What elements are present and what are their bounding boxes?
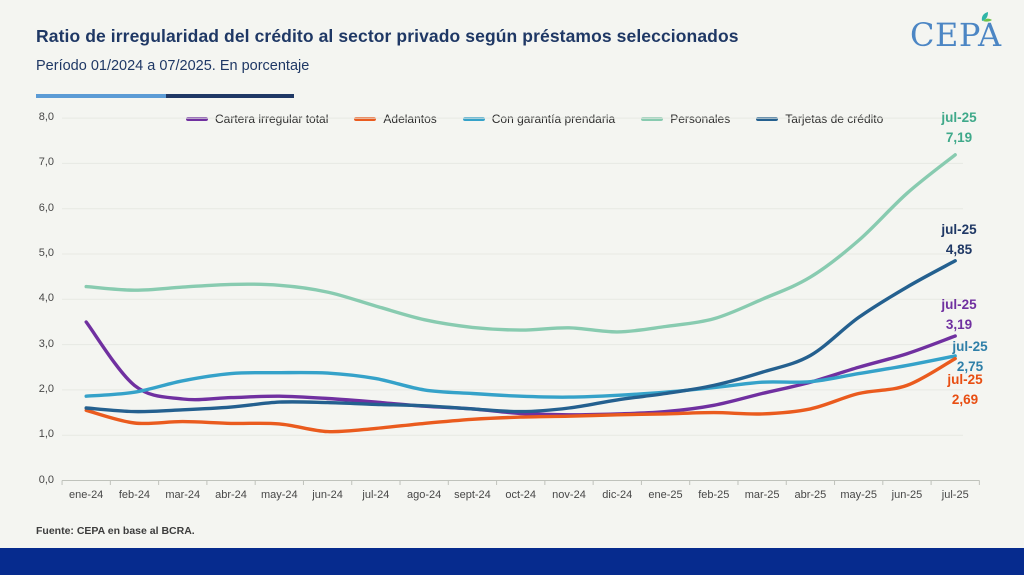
x-axis-label: dic-24 — [602, 489, 633, 501]
series-line-cartera-irregular-total — [84, 320, 957, 417]
x-axis-label: may-24 — [260, 489, 298, 501]
end-label-value: 7,19 — [945, 130, 973, 145]
x-axis-label: feb-25 — [698, 489, 730, 501]
x-axis-label: ene-25 — [648, 489, 683, 501]
accent-bar — [36, 94, 294, 98]
end-label: jul-25 3,19 — [927, 295, 991, 335]
legend-label: Adelantos — [383, 112, 437, 126]
cepa-logo-text: CEPA — [910, 16, 1002, 54]
series-line-adelantos — [84, 356, 957, 434]
y-axis-label: 6,0 — [38, 201, 54, 214]
accent-bar-left — [36, 94, 166, 98]
legend-label: Personales — [670, 112, 731, 126]
x-axis-label: nov-24 — [552, 489, 586, 501]
end-label: jul-25 7,19 — [927, 108, 991, 148]
x-axis-label: jul-25 — [941, 489, 969, 501]
legend-swatch-icon — [186, 117, 208, 121]
page-subtitle: Período 01/2024 a 07/2025. En porcentaje — [36, 58, 310, 74]
x-axis-label: jun-25 — [891, 489, 923, 501]
series-line-tarjetas-de-cr-dito — [84, 259, 957, 414]
legend-swatch-icon — [354, 117, 377, 121]
y-axis-label: 4,0 — [38, 292, 54, 305]
y-axis-label: 0,0 — [38, 473, 54, 486]
end-label: jul-25 2,75 — [938, 337, 1002, 377]
end-label-value: 2,69 — [951, 392, 979, 407]
y-axis-label: 5,0 — [38, 247, 54, 259]
x-axis-label: abr-24 — [215, 489, 247, 501]
legend-swatch-icon — [756, 117, 779, 121]
page-title: Ratio de irregularidad del crédito al se… — [36, 26, 739, 46]
x-axis-label: sept-24 — [454, 489, 491, 501]
y-axis-label: 7,0 — [38, 156, 54, 169]
y-axis-label: 2,0 — [38, 382, 54, 395]
x-axis-label: abr-25 — [794, 489, 827, 501]
bottom-bar — [0, 548, 1024, 575]
x-axis-label: ene-24 — [69, 489, 104, 501]
legend-item: Tarjetas de crédito — [756, 112, 883, 126]
cepa-leaf-icon — [981, 12, 992, 22]
legend-label: Tarjetas de crédito — [785, 112, 884, 126]
x-axis-label: oct-24 — [505, 489, 536, 501]
source-note: Fuente: CEPA en base al BCRA. — [36, 525, 195, 537]
end-label-date: jul-25 — [947, 372, 983, 387]
legend-item: Adelantos — [354, 112, 437, 126]
legend-swatch-icon — [462, 117, 485, 121]
series-line-personales — [84, 153, 957, 334]
y-axis-label: 8,0 — [38, 111, 54, 124]
series-line-con-garant-a-prendaria — [84, 354, 957, 399]
y-axis-label: 3,0 — [38, 337, 54, 350]
x-axis-label: mar-25 — [744, 489, 780, 501]
x-axis-label: jun-24 — [312, 489, 343, 501]
legend-label: Cartera irregular total — [215, 112, 329, 126]
y-axis-label: 1,0 — [38, 428, 54, 441]
end-label-date: jul-25 — [941, 110, 977, 125]
end-label: jul-25 4,85 — [927, 220, 991, 260]
chart-legend: Cartera irregular total Adelantos Con gara… — [186, 112, 883, 126]
accent-bar-right — [166, 94, 294, 98]
x-axis-label: mar-24 — [165, 489, 201, 501]
x-axis-label: feb-24 — [118, 489, 151, 501]
end-label-date: jul-25 — [941, 297, 977, 312]
end-label-value: 4,85 — [945, 242, 973, 257]
x-axis-label: ago-24 — [407, 489, 442, 501]
legend-item: Con garantía prendaria — [462, 112, 616, 126]
end-label-value: 2,75 — [956, 359, 984, 374]
legend-item: Cartera irregular total — [186, 112, 328, 126]
end-label-date: jul-25 — [941, 222, 977, 237]
cepa-logo: CEPA — [910, 12, 1001, 60]
x-axis-label: may-25 — [840, 489, 878, 501]
end-label: jul-25 2,69 — [933, 370, 997, 410]
legend-label: Con garantía prendaria — [491, 112, 616, 126]
x-axis-label: jul-24 — [362, 489, 390, 501]
legend-item: Personales — [641, 112, 730, 126]
end-label-date: jul-25 — [952, 339, 988, 354]
legend-swatch-icon — [641, 117, 664, 121]
end-label-value: 3,19 — [945, 317, 973, 332]
